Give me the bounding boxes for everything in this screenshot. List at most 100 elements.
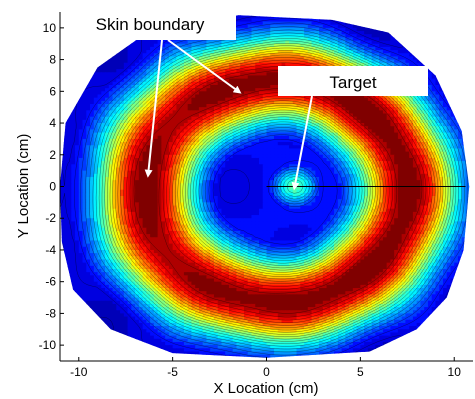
heat-cell <box>289 56 294 61</box>
heat-cell <box>341 40 346 45</box>
heat-cell <box>161 59 166 64</box>
heat-cell <box>379 62 384 67</box>
heat-cell <box>123 56 129 61</box>
heat-cell <box>281 56 286 61</box>
heat-cell <box>176 43 181 48</box>
heat-cell <box>270 40 275 45</box>
heat-cell <box>247 50 253 54</box>
heat-cell <box>138 72 144 77</box>
heat-cell <box>153 40 159 45</box>
heat-cell <box>345 46 350 51</box>
heat-cell <box>326 40 331 45</box>
heat-cell <box>172 65 177 70</box>
heat-cell <box>255 75 260 80</box>
heat-cell <box>240 31 245 35</box>
heat-cell <box>322 27 328 32</box>
heat-cell <box>289 46 294 51</box>
heat-cell <box>135 56 140 61</box>
heat-cell <box>300 62 305 67</box>
heat-cell <box>281 24 286 29</box>
heat-cell <box>397 46 403 51</box>
heat-cell <box>247 27 253 32</box>
heat-cell <box>375 59 380 64</box>
heat-cell <box>255 31 260 35</box>
heat-cell <box>217 53 223 58</box>
heat-cell <box>364 27 369 32</box>
heat-cell <box>409 56 414 61</box>
heat-cell <box>319 53 324 58</box>
heat-cell <box>225 53 230 58</box>
heat-cell <box>240 46 245 51</box>
heat-cell <box>123 62 129 67</box>
heat-cell <box>292 37 298 42</box>
heat-cell <box>394 53 399 58</box>
heat-cell <box>330 18 335 23</box>
heat-cell <box>153 46 159 51</box>
heat-cell <box>135 65 140 70</box>
heat-cell <box>262 72 268 77</box>
heat-cell <box>401 46 407 51</box>
heat-cell <box>322 43 328 48</box>
heat-cell <box>198 40 204 45</box>
heat-cell <box>304 37 309 42</box>
heat-cell <box>168 59 174 64</box>
heat-cell <box>412 56 418 61</box>
heat-cell <box>326 62 331 67</box>
heat-cell <box>150 40 155 45</box>
heat-cell <box>345 31 350 35</box>
heat-cell <box>247 31 253 35</box>
heat-cell <box>258 40 264 45</box>
heat-cell <box>274 24 279 29</box>
heat-cell <box>258 59 264 64</box>
heat-cell <box>322 53 328 58</box>
heat-cell <box>146 72 151 77</box>
heat-cell <box>258 34 264 38</box>
heat-cell <box>382 37 388 42</box>
heat-cell <box>243 75 249 80</box>
heat-cell <box>131 53 136 58</box>
heat-cell <box>165 65 170 70</box>
heat-cell <box>266 50 271 54</box>
heat-cell <box>262 37 268 42</box>
heat-cell <box>326 43 331 48</box>
heat-cell <box>322 40 328 45</box>
heat-cell <box>341 53 346 58</box>
heat-cell <box>262 43 268 48</box>
heat-cell <box>349 50 354 54</box>
heat-cell <box>251 15 256 19</box>
heat-cell <box>311 56 316 61</box>
heat-cell <box>292 27 298 32</box>
heat-cell <box>221 75 226 80</box>
heat-cell <box>356 24 361 29</box>
heat-cell <box>266 72 271 77</box>
heat-cell <box>247 75 253 80</box>
heat-cell <box>405 59 410 64</box>
heat-cell <box>108 62 114 67</box>
heat-cell <box>172 50 177 54</box>
heat-cell <box>191 59 196 64</box>
heat-cell <box>367 62 373 67</box>
heat-cell <box>326 37 331 42</box>
heat-cell <box>131 56 136 61</box>
heat-cell <box>240 50 245 54</box>
heat-cell <box>240 15 245 19</box>
heat-cell <box>311 37 316 42</box>
heat-cell <box>304 21 309 26</box>
heat-cell <box>131 62 136 67</box>
heat-cell <box>296 37 301 42</box>
heat-cell <box>243 37 249 42</box>
heat-cell <box>153 69 159 73</box>
heat-cell <box>127 72 132 77</box>
heat-cell <box>262 27 268 32</box>
heat-cell <box>277 18 283 23</box>
heat-cell <box>334 53 339 58</box>
heat-cell <box>221 56 226 61</box>
heat-cell <box>416 62 422 67</box>
heat-cell <box>371 56 376 61</box>
heat-cell <box>232 50 238 54</box>
heat-cell <box>187 69 192 73</box>
heat-cell <box>345 56 350 61</box>
heat-cell <box>202 62 208 67</box>
heat-cell <box>165 53 170 58</box>
heat-cell <box>183 69 189 73</box>
